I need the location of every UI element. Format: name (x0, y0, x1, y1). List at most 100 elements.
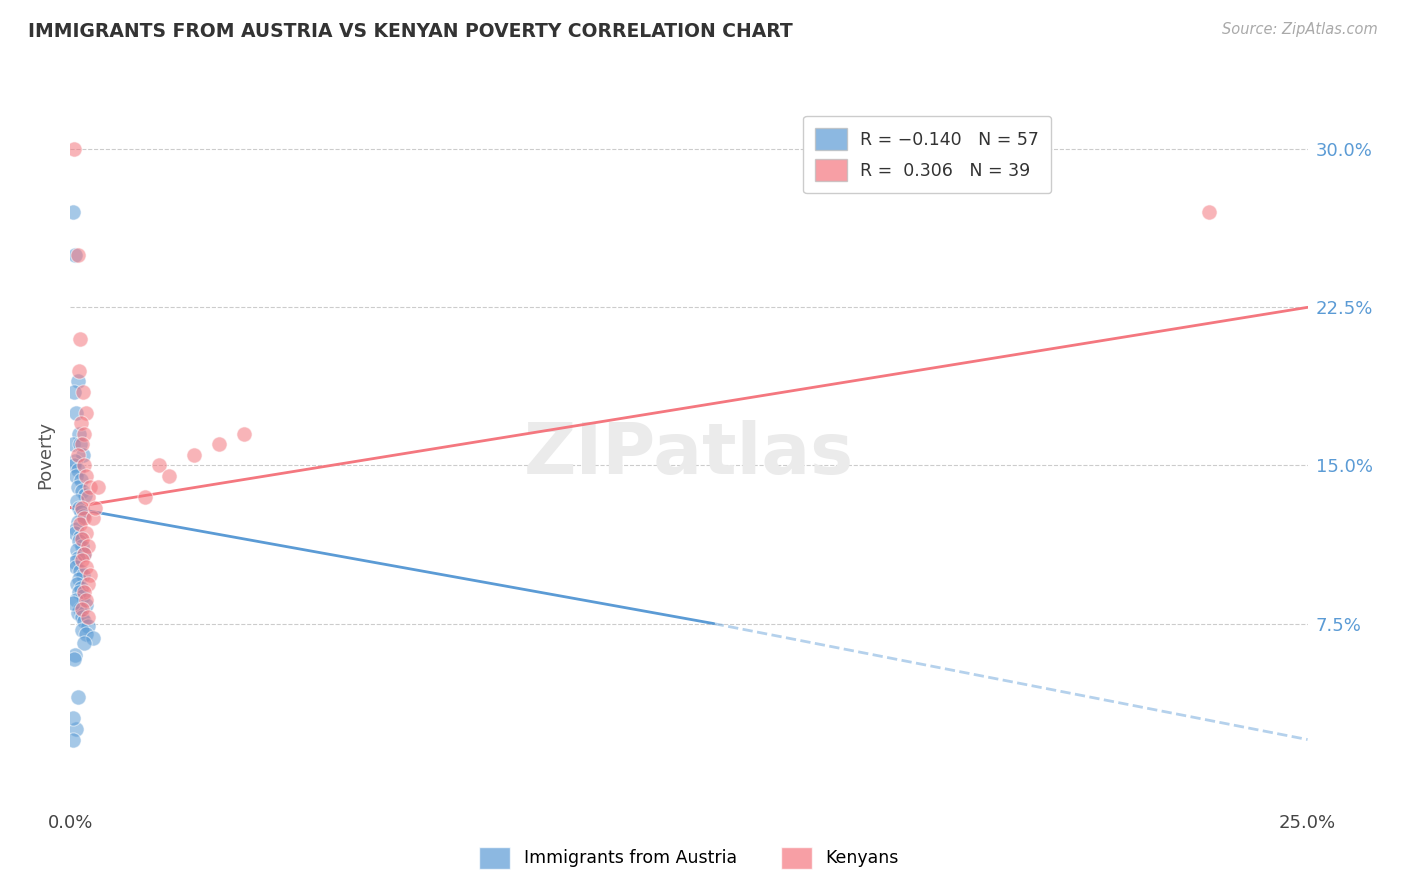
Point (75, 598, 97, 612)
Point (63, 525, 86, 540)
Point (69, 332, 91, 346)
Point (69, 517, 91, 532)
Point (73, 547, 96, 561)
Point (73, 547, 96, 561)
Point (75, 593, 97, 607)
Point (66, 463, 89, 477)
Point (1198, 205, 1220, 219)
Point (70, 539, 93, 553)
Point (66, 690, 89, 705)
Point (84, 500, 107, 515)
Point (65, 559, 87, 574)
Point (67, 585, 90, 599)
Legend: Immigrants from Austria, Kenyans: Immigrants from Austria, Kenyans (470, 838, 908, 878)
Point (77, 490, 100, 504)
Point (67, 479, 90, 493)
Point (67, 516, 90, 530)
Point (67, 363, 90, 377)
Point (73, 458, 96, 473)
Point (79, 479, 101, 493)
Point (63, 652, 86, 666)
Point (65, 648, 87, 663)
Point (62, 205, 84, 219)
Point (70, 500, 93, 515)
Point (73, 635, 96, 649)
Point (66, 606, 89, 620)
Point (69, 530, 91, 544)
Point (72, 509, 94, 524)
Point (70, 553, 93, 567)
Point (73, 585, 96, 599)
Point (66, 494, 89, 508)
Point (72, 384, 94, 399)
Point (76, 618, 98, 632)
Point (134, 490, 156, 504)
Point (86, 479, 108, 493)
Point (69, 581, 91, 595)
Point (82, 632, 104, 646)
Point (62, 595, 84, 609)
Point (67, 551, 90, 566)
Point (65, 722, 87, 736)
Point (63, 458, 86, 473)
Point (70, 602, 93, 616)
Point (73, 426, 96, 441)
Point (65, 522, 87, 536)
Point (65, 469, 87, 483)
Point (67, 500, 90, 515)
Point (183, 448, 205, 462)
Point (70, 483, 93, 498)
Point (67, 448, 90, 462)
Point (72, 448, 94, 462)
Point (77, 576, 100, 591)
Point (75, 406, 97, 420)
Point (67, 426, 90, 441)
Point (70, 473, 93, 487)
Point (69, 437, 91, 451)
Point (70, 505, 93, 519)
Point (62, 437, 84, 451)
Point (72, 568, 94, 582)
Point (77, 539, 100, 553)
Point (63, 142, 86, 156)
Point (66, 374, 89, 388)
Point (70, 610, 93, 624)
Text: IMMIGRANTS FROM AUSTRIA VS KENYAN POVERTY CORRELATION CHART: IMMIGRANTS FROM AUSTRIA VS KENYAN POVERT… (28, 22, 793, 41)
Point (66, 247, 89, 261)
Point (69, 564, 91, 578)
Point (63, 384, 86, 399)
Point (73, 511, 96, 525)
Text: Source: ZipAtlas.com: Source: ZipAtlas.com (1222, 22, 1378, 37)
Point (148, 458, 170, 473)
Text: ZIPatlas: ZIPatlas (524, 420, 853, 490)
Point (75, 559, 97, 574)
Point (70, 533, 93, 547)
Point (75, 469, 97, 483)
Y-axis label: Poverty: Poverty (37, 421, 55, 489)
Point (208, 437, 231, 451)
Point (65, 406, 87, 420)
Point (157, 469, 180, 483)
Point (75, 488, 97, 502)
Point (70, 437, 93, 451)
Point (70, 623, 93, 637)
Point (63, 556, 86, 570)
Point (69, 602, 91, 616)
Point (82, 511, 104, 525)
Point (73, 615, 96, 629)
Point (66, 542, 89, 557)
Point (67, 572, 90, 586)
Point (232, 426, 254, 441)
Point (62, 711, 84, 725)
Point (66, 576, 89, 591)
Point (79, 568, 101, 582)
Point (75, 525, 97, 540)
Point (65, 247, 87, 261)
Point (67, 534, 90, 549)
Point (77, 610, 100, 624)
Point (72, 589, 94, 603)
Point (65, 593, 87, 607)
Point (70, 417, 93, 431)
Point (62, 732, 84, 747)
Point (75, 627, 97, 641)
